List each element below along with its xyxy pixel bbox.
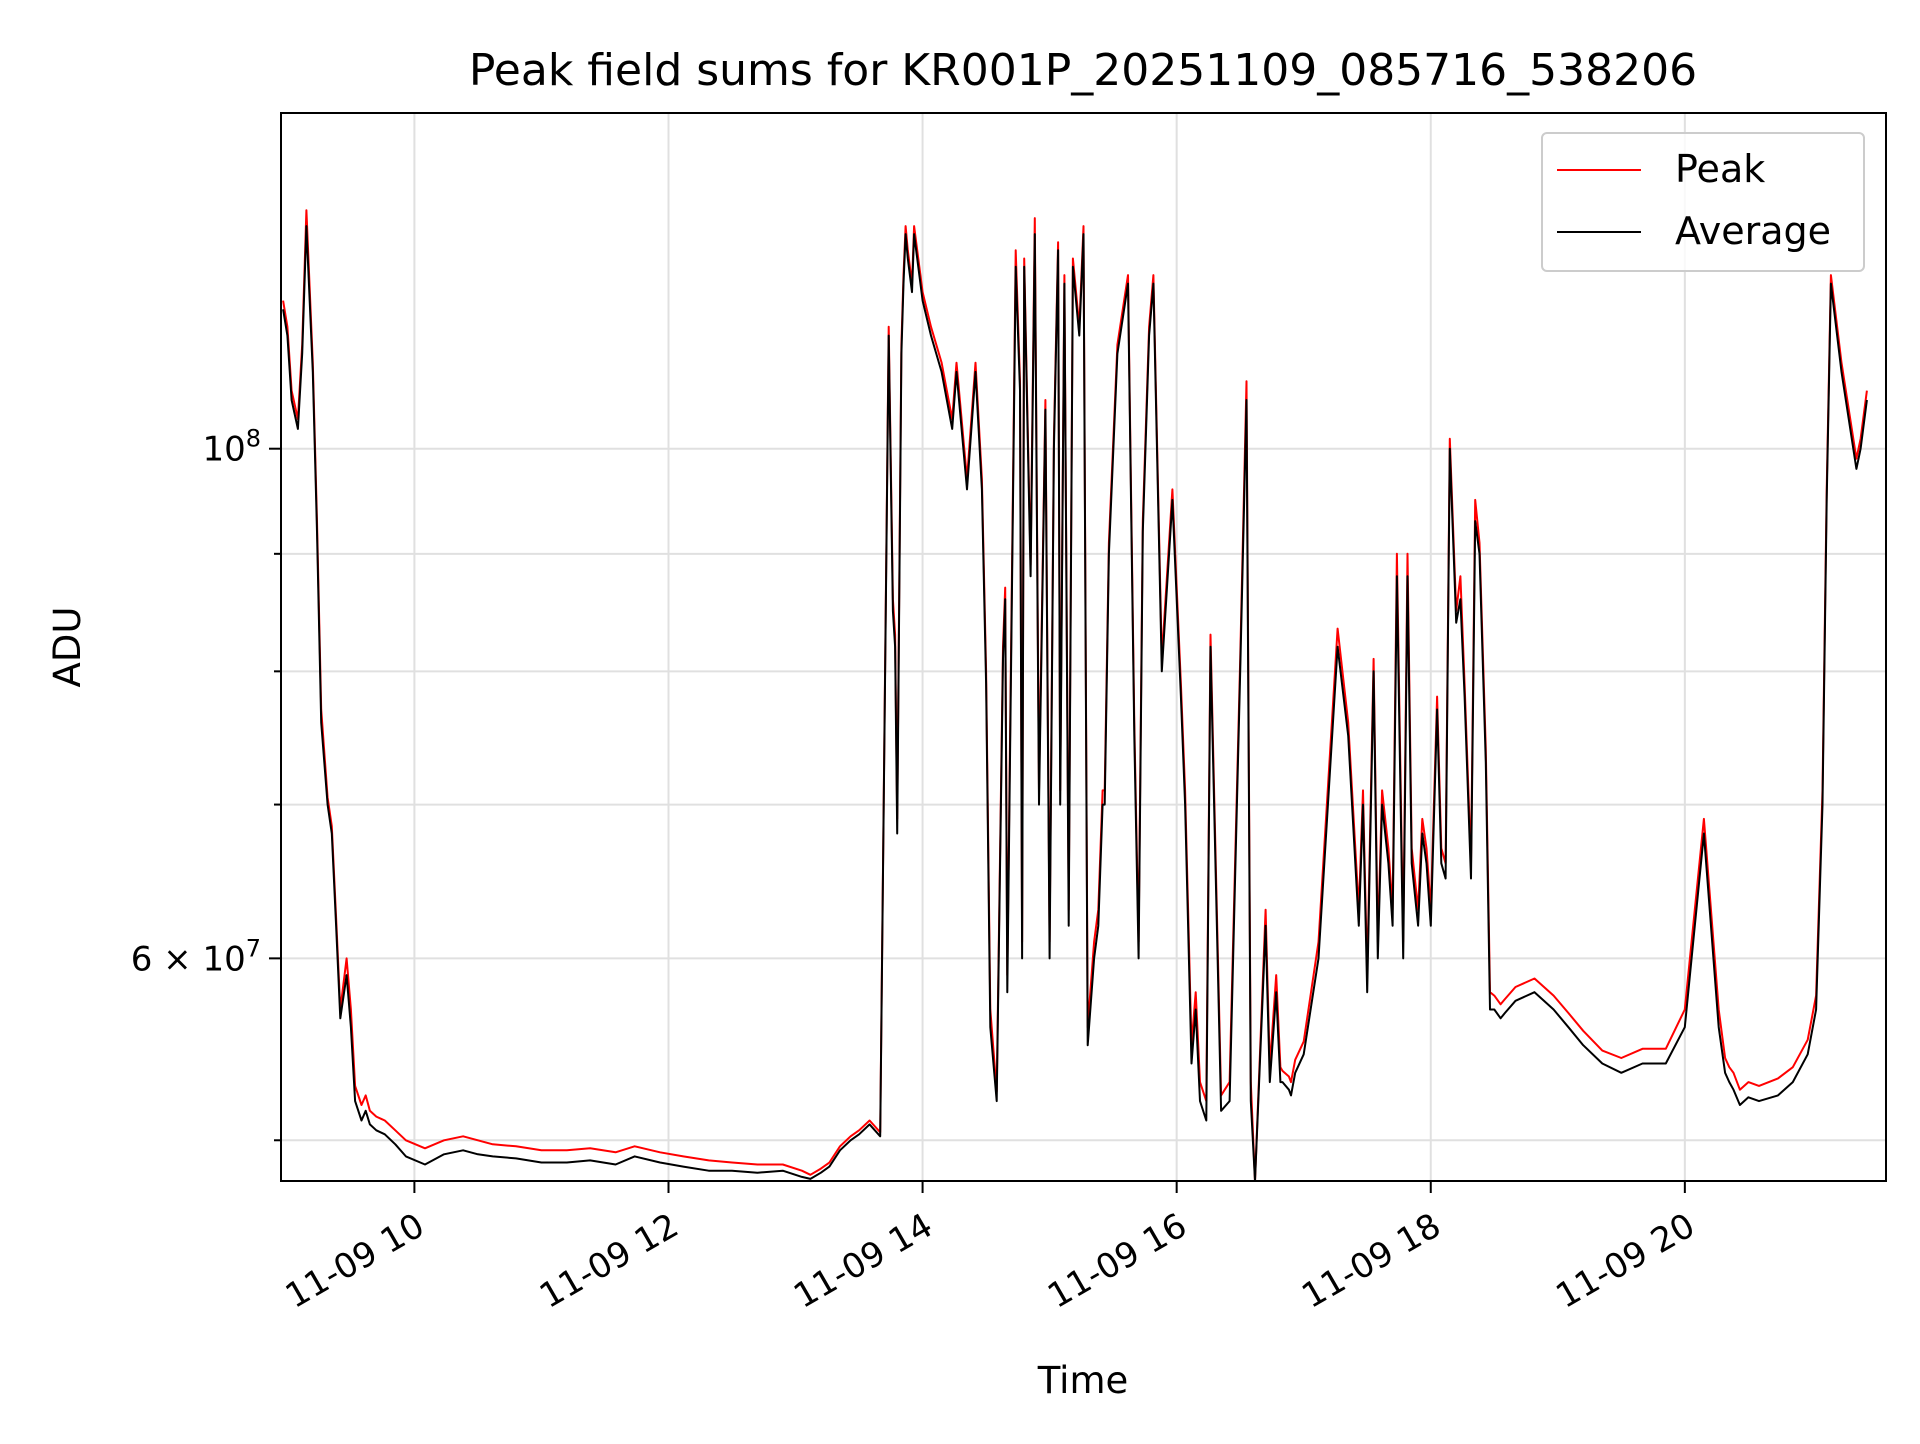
series-line-average — [282, 225, 1868, 1181]
legend: Peak Average — [1541, 132, 1865, 272]
y-tick-label: 108 — [202, 425, 261, 470]
plot-frame — [280, 112, 1887, 1182]
plot-series — [282, 209, 1868, 1181]
chart-title: Peak field sums for KR001P_20251109_0857… — [469, 45, 1697, 96]
legend-box — [1541, 132, 1865, 272]
y-tick-label: 6 × 107 — [131, 934, 261, 979]
x-axis-label: Time — [1037, 1359, 1129, 1402]
legend-label-average: Average — [1675, 209, 1831, 253]
y-axis-label: ADU — [46, 607, 89, 688]
legend-label-peak: Peak — [1675, 147, 1765, 191]
